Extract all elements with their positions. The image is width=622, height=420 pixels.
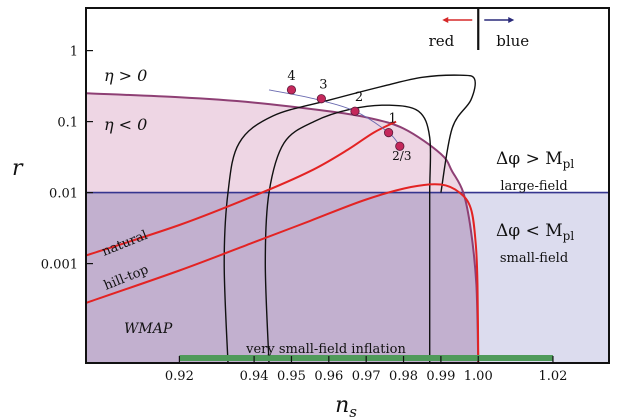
wmap-label: WMAP (124, 321, 173, 337)
y-tick-label-0.001: 0.001 (41, 258, 78, 273)
wmap-contour-1 (223, 74, 476, 363)
x-tick-label-0.97: 0.97 (352, 369, 381, 384)
x-tick-label-0.95: 0.95 (277, 369, 306, 384)
small-field-label: Δφ < Mpl (496, 221, 574, 243)
model-point-3 (350, 106, 360, 116)
eta-negative-label: η < 0 (104, 115, 147, 134)
y-tick-label-1: 1 (70, 45, 78, 60)
x-axis-title: ns (335, 393, 357, 420)
plot-frame (85, 7, 610, 364)
x-tick-label-0.98: 0.98 (389, 369, 418, 384)
model-point-label-2: 3 (319, 78, 327, 93)
blue-label: blue (496, 32, 529, 50)
y-tick-label-0.01: 0.01 (49, 187, 78, 202)
model-point-label-3: 2 (355, 90, 363, 105)
very-small-field-label: very small-field inflation (245, 342, 406, 357)
natural-curve (86, 120, 397, 257)
wmap-contour-2 (264, 104, 432, 363)
small-field-caption: small-field (500, 251, 568, 266)
x-tick-label-0.94: 0.94 (240, 369, 269, 384)
eta-positive-label: η > 0 (104, 66, 147, 85)
blue-arrow-head (508, 17, 515, 23)
small-field-label-subscript: pl (563, 229, 575, 243)
model-point-2 (316, 94, 326, 104)
large-field-label: Δφ > Mpl (496, 149, 574, 171)
large-field-label-subscript: pl (563, 157, 575, 171)
red-label: red (429, 32, 455, 50)
x-tick-label-1.02: 1.02 (538, 369, 567, 384)
x-tick-label-1.00: 1.00 (464, 369, 493, 384)
model-point-label-1: 4 (287, 69, 295, 84)
model-point-4 (383, 127, 394, 138)
hill-top-curve (86, 183, 480, 363)
eta-boundary-curve (86, 92, 480, 363)
axis-ticks: 0.92 0.94 0.95 0.96 0.97 0.98 0.99 1.00 1.02 1 0.1… (41, 45, 568, 384)
model-point-1 (286, 85, 297, 95)
large-field-caption: large-field (500, 179, 567, 194)
x-axis-title-subscript: s (349, 403, 357, 420)
x-tick-label-0.99: 0.99 (426, 369, 455, 384)
red-arrow-head (442, 17, 449, 23)
model-point-5 (395, 141, 405, 151)
y-tick-label-0.1: 0.1 (57, 116, 78, 131)
overlap-region (86, 192, 479, 363)
x-tick-label-0.96: 0.96 (314, 369, 343, 384)
model-point-label-5: 2/3 (392, 149, 411, 163)
plot-area: 4 3 2 1 2/3 (86, 69, 609, 363)
y-axis-title: r (12, 156, 24, 181)
model-point-label-4: 1 (388, 112, 396, 127)
x-tick-label-0.92: 0.92 (165, 369, 194, 384)
